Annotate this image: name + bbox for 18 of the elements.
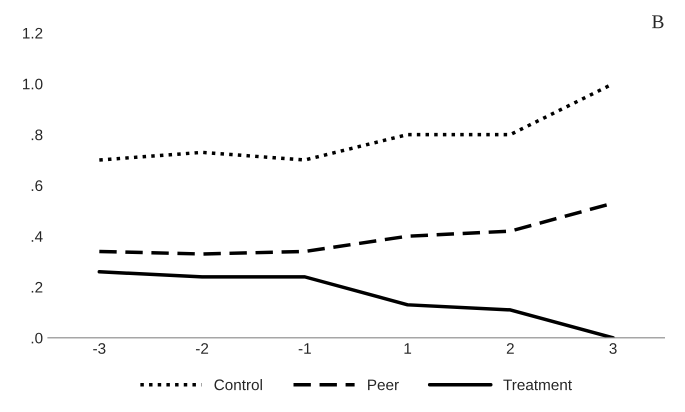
y-tick-label: 1.2: [23, 28, 42, 38]
text: B: [652, 15, 664, 28]
x-tick-label: 2: [506, 343, 514, 354]
x-tick-label: -1: [298, 343, 311, 354]
x-tick-label: -3: [93, 343, 106, 354]
line-series: [98, 270, 615, 338]
x-tick-label: 1: [404, 343, 412, 354]
y-tick-label: .4: [32, 231, 43, 242]
legend-label: Control: [214, 379, 262, 390]
y-tick-label: .2: [32, 282, 42, 293]
y-tick-label: .0: [32, 332, 42, 344]
x-tick-label: 3: [609, 343, 617, 354]
legend-label: Peer: [368, 380, 399, 390]
x-tick-label: -2: [196, 343, 208, 354]
y-tick-label: .6: [32, 180, 42, 192]
legend-label: Treatment: [503, 380, 572, 390]
y-tick-label: 1.0: [23, 78, 42, 90]
y-tick-label: .8: [32, 129, 42, 140]
